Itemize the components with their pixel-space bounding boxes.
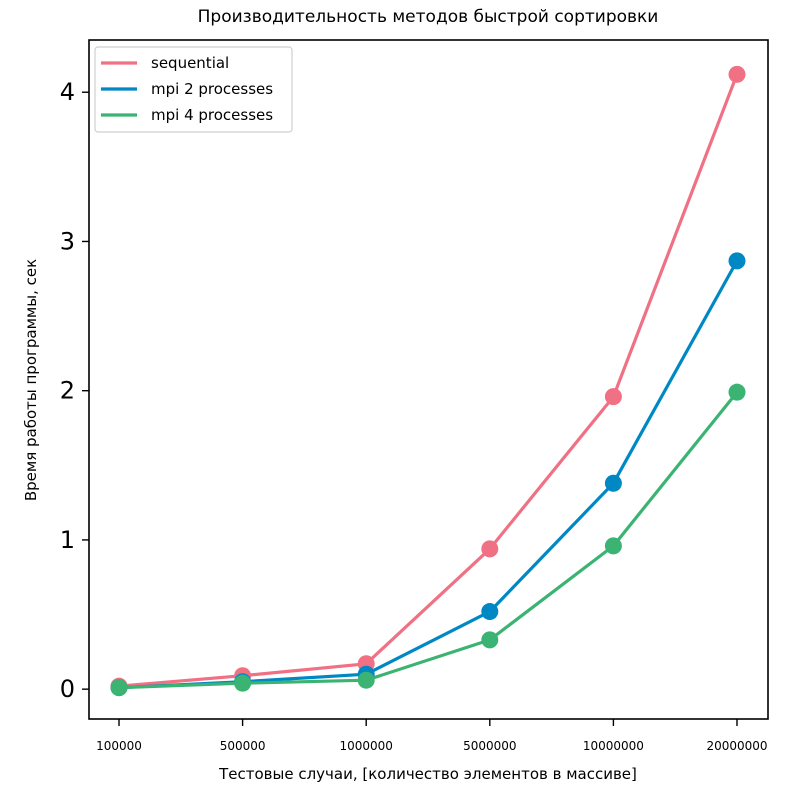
data-point-series-2 [110,679,128,697]
data-point-series-0 [728,65,746,83]
x-axis-label: Тестовые случаи, [количество элементов в… [218,765,637,783]
data-point-series-0 [604,388,622,406]
y-axis-label: Время работы программы, сек [22,259,40,501]
data-point-series-2 [481,631,499,649]
y-tick-label: 3 [60,227,75,255]
data-point-series-1 [604,474,622,492]
x-tick-label: 100000 [96,739,142,753]
data-point-series-2 [357,671,375,689]
series-points [110,65,746,697]
legend-label-1: mpi 2 processes [151,80,273,98]
legend-label-2: mpi 4 processes [151,106,273,124]
legend-box [94,46,293,133]
data-point-series-2 [604,537,622,555]
plot-area-frame [88,39,769,720]
data-point-series-1 [481,603,499,621]
data-point-series-1 [728,252,746,270]
y-tick-label: 2 [60,377,75,405]
x-axis: 100000 500000 1000000 5000000 10000000 200000… [96,719,768,753]
chart-title: Производительность методов быстрой сорти… [198,7,659,27]
x-tick-label: 1000000 [339,739,392,753]
x-tick-label: 5000000 [463,739,516,753]
y-tick-label: 1 [60,526,75,554]
y-tick-label: 4 [60,78,75,106]
y-tick-label: 0 [60,675,75,703]
legend-label-0: sequential [151,54,229,72]
x-tick-label: 10000000 [583,739,644,753]
x-tick-label: 20000000 [706,739,767,753]
legend: sequential mpi 2 processes mpi 4 processes [94,46,293,133]
series-line-1 [117,259,739,690]
series-line-0 [117,72,739,688]
series-line-2 [117,390,739,690]
data-point-series-2 [728,383,746,401]
y-axis: 0 1 2 3 4 [60,78,89,703]
series-lines [117,72,739,690]
data-point-series-2 [234,674,252,692]
x-tick-label: 500000 [220,739,266,753]
data-point-series-0 [481,540,499,558]
